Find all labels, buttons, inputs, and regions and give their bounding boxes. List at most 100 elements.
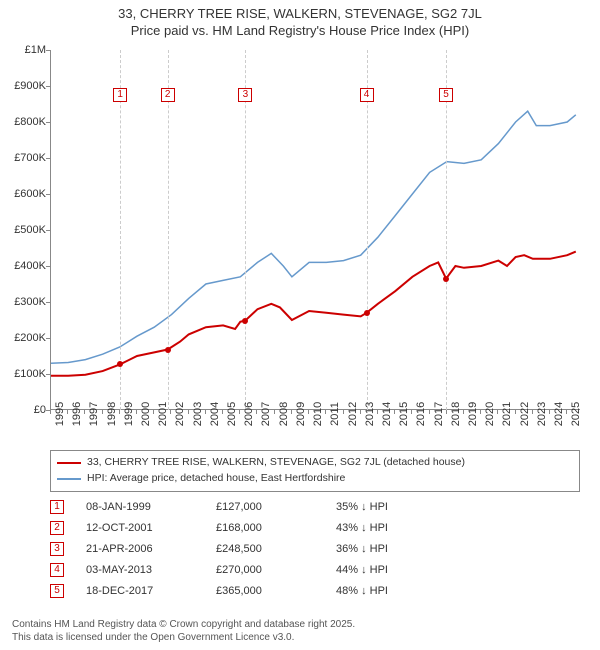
x-tick-label: 1998 — [106, 402, 118, 426]
sale-row-diff: 44% ↓ HPI — [336, 564, 456, 576]
x-tick-label: 2006 — [243, 402, 255, 426]
x-tick-mark — [429, 410, 430, 414]
x-tick-label: 2021 — [501, 402, 513, 426]
legend-row-hpi: HPI: Average price, detached house, East… — [57, 471, 573, 487]
x-tick-mark — [566, 410, 567, 414]
x-tick-label: 2009 — [295, 402, 307, 426]
sale-row-date: 18-DEC-2017 — [86, 585, 216, 597]
sale-marker-box: 3 — [238, 88, 252, 102]
footer-line2: This data is licensed under the Open Gov… — [12, 631, 355, 644]
sale-row-price: £365,000 — [216, 585, 336, 597]
sale-row-diff: 43% ↓ HPI — [336, 522, 456, 534]
sale-marker-box: 2 — [161, 88, 175, 102]
x-tick-mark — [136, 410, 137, 414]
x-tick-mark — [343, 410, 344, 414]
x-tick-mark — [394, 410, 395, 414]
x-tick-label: 2013 — [364, 402, 376, 426]
title-line2: Price paid vs. HM Land Registry's House … — [0, 23, 600, 40]
sale-row-number: 4 — [50, 563, 64, 577]
x-tick-mark — [274, 410, 275, 414]
x-tick-label: 1997 — [88, 402, 100, 426]
sale-row-number: 3 — [50, 542, 64, 556]
legend-swatch-hpi — [57, 478, 81, 480]
y-tick-label: £400K — [6, 260, 46, 272]
x-tick-mark — [188, 410, 189, 414]
x-tick-mark — [549, 410, 550, 414]
y-tick-mark — [46, 374, 50, 375]
x-tick-mark — [222, 410, 223, 414]
x-tick-label: 2012 — [347, 402, 359, 426]
sale-row: 3 21-APR-2006£248,50036% ↓ HPI — [50, 538, 580, 559]
y-tick-mark — [46, 122, 50, 123]
legend: 33, CHERRY TREE RISE, WALKERN, STEVENAGE… — [50, 450, 580, 492]
hpi-line — [51, 111, 576, 363]
x-tick-label: 2002 — [174, 402, 186, 426]
x-tick-mark — [256, 410, 257, 414]
x-tick-label: 1996 — [71, 402, 83, 426]
legend-swatch-property — [57, 462, 81, 465]
sale-marker-dot — [242, 318, 248, 324]
chart-area: 12345 £0£100K£200K£300K£400K£500K£600K£7… — [50, 50, 580, 410]
sale-row: 212-OCT-2001£168,00043% ↓ HPI — [50, 517, 580, 538]
sale-marker-box: 5 — [439, 88, 453, 102]
y-tick-mark — [46, 86, 50, 87]
sale-row-date: 08-JAN-1999 — [86, 501, 216, 513]
marker-gridline — [120, 50, 121, 410]
sale-row: 518-DEC-2017£365,00048% ↓ HPI — [50, 580, 580, 601]
x-tick-mark — [377, 410, 378, 414]
y-tick-mark — [46, 230, 50, 231]
sale-row: 403-MAY-2013£270,00044% ↓ HPI — [50, 559, 580, 580]
marker-gridline — [446, 50, 447, 410]
property-line — [51, 252, 576, 376]
x-tick-mark — [119, 410, 120, 414]
sale-row-date: 21-APR-2006 — [86, 543, 216, 555]
chart-container: 33, CHERRY TREE RISE, WALKERN, STEVENAGE… — [0, 0, 600, 650]
y-tick-mark — [46, 194, 50, 195]
x-tick-mark — [170, 410, 171, 414]
x-tick-label: 2019 — [467, 402, 479, 426]
chart-title: 33, CHERRY TREE RISE, WALKERN, STEVENAGE… — [0, 0, 600, 40]
y-tick-label: £700K — [6, 152, 46, 164]
marker-gridline — [245, 50, 246, 410]
x-tick-mark — [532, 410, 533, 414]
x-tick-mark — [446, 410, 447, 414]
sale-row-diff: 36% ↓ HPI — [336, 543, 456, 555]
sale-row-date: 03-MAY-2013 — [86, 564, 216, 576]
y-tick-label: £1M — [6, 44, 46, 56]
y-tick-label: £300K — [6, 296, 46, 308]
x-tick-mark — [463, 410, 464, 414]
legend-label-property: 33, CHERRY TREE RISE, WALKERN, STEVENAGE… — [87, 455, 465, 471]
x-tick-label: 2007 — [260, 402, 272, 426]
x-tick-label: 2000 — [140, 402, 152, 426]
legend-row-property: 33, CHERRY TREE RISE, WALKERN, STEVENAGE… — [57, 455, 573, 471]
sale-marker-box: 4 — [360, 88, 374, 102]
x-tick-label: 2016 — [415, 402, 427, 426]
sale-row-diff: 35% ↓ HPI — [336, 501, 456, 513]
x-tick-label: 2010 — [312, 402, 324, 426]
x-tick-label: 2015 — [398, 402, 410, 426]
x-tick-label: 2004 — [209, 402, 221, 426]
sale-row-number: 2 — [50, 521, 64, 535]
sale-row-price: £248,500 — [216, 543, 336, 555]
x-tick-mark — [480, 410, 481, 414]
title-line1: 33, CHERRY TREE RISE, WALKERN, STEVENAGE… — [0, 6, 600, 23]
x-tick-label: 2023 — [536, 402, 548, 426]
y-tick-mark — [46, 302, 50, 303]
y-tick-mark — [46, 50, 50, 51]
legend-label-hpi: HPI: Average price, detached house, East… — [87, 471, 345, 487]
x-tick-mark — [153, 410, 154, 414]
sale-marker-box: 1 — [113, 88, 127, 102]
x-tick-label: 2020 — [484, 402, 496, 426]
footer-line1: Contains HM Land Registry data © Crown c… — [12, 618, 355, 631]
x-tick-label: 2011 — [329, 402, 341, 426]
x-tick-mark — [205, 410, 206, 414]
x-tick-label: 2001 — [157, 402, 169, 426]
x-tick-label: 2022 — [519, 402, 531, 426]
x-tick-mark — [497, 410, 498, 414]
x-tick-mark — [411, 410, 412, 414]
sale-marker-dot — [117, 361, 123, 367]
x-tick-label: 2014 — [381, 402, 393, 426]
x-tick-mark — [239, 410, 240, 414]
sale-marker-dot — [165, 347, 171, 353]
sale-row-date: 12-OCT-2001 — [86, 522, 216, 534]
